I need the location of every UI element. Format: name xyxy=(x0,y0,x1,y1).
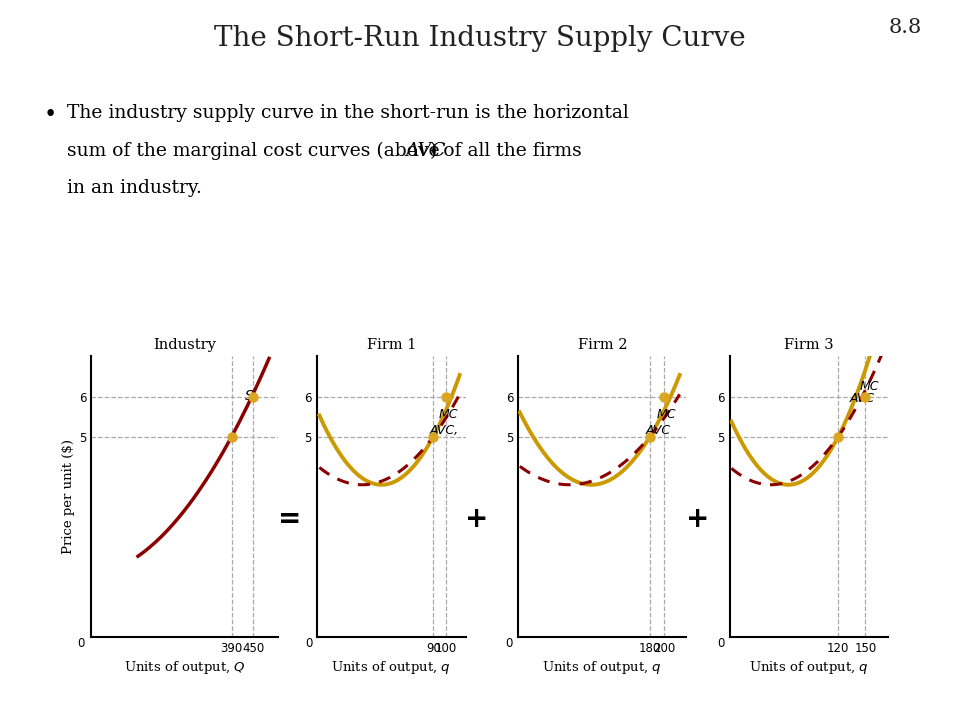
X-axis label: Units of output, $Q$: Units of output, $Q$ xyxy=(124,660,246,676)
Text: ) of all the firms: ) of all the firms xyxy=(430,142,582,160)
Text: =: = xyxy=(278,505,301,534)
Text: 0: 0 xyxy=(305,637,312,650)
Text: AVC: AVC xyxy=(646,423,671,436)
Text: 0: 0 xyxy=(717,637,725,650)
Title: Firm 3: Firm 3 xyxy=(784,338,833,353)
Text: 0: 0 xyxy=(77,637,84,650)
Text: AVC: AVC xyxy=(405,142,445,160)
Text: MC: MC xyxy=(859,380,879,393)
Text: 0: 0 xyxy=(506,637,513,650)
X-axis label: Units of output, $q$: Units of output, $q$ xyxy=(331,660,451,676)
Text: AVC,: AVC, xyxy=(430,423,459,436)
Text: MC: MC xyxy=(657,408,676,420)
Text: •: • xyxy=(43,104,57,127)
Title: Firm 2: Firm 2 xyxy=(578,338,627,353)
Text: The industry supply curve in the short-run is the horizontal: The industry supply curve in the short-r… xyxy=(67,104,629,122)
Text: AVC: AVC xyxy=(850,392,876,405)
Text: The Short-Run Industry Supply Curve: The Short-Run Industry Supply Curve xyxy=(214,25,746,53)
Y-axis label: Price per unit ($): Price per unit ($) xyxy=(61,439,75,554)
Text: +: + xyxy=(686,505,709,534)
Title: Industry: Industry xyxy=(154,338,216,353)
X-axis label: Units of output, $q$: Units of output, $q$ xyxy=(749,660,869,676)
Text: sum of the marginal cost curves (above: sum of the marginal cost curves (above xyxy=(67,142,445,160)
Text: in an industry.: in an industry. xyxy=(67,179,202,197)
Text: S: S xyxy=(245,390,253,403)
Text: 8.8: 8.8 xyxy=(888,18,922,37)
X-axis label: Units of output, $q$: Units of output, $q$ xyxy=(542,660,662,676)
Text: +: + xyxy=(466,505,489,534)
Text: MC: MC xyxy=(439,408,458,420)
Title: Firm 1: Firm 1 xyxy=(367,338,416,353)
